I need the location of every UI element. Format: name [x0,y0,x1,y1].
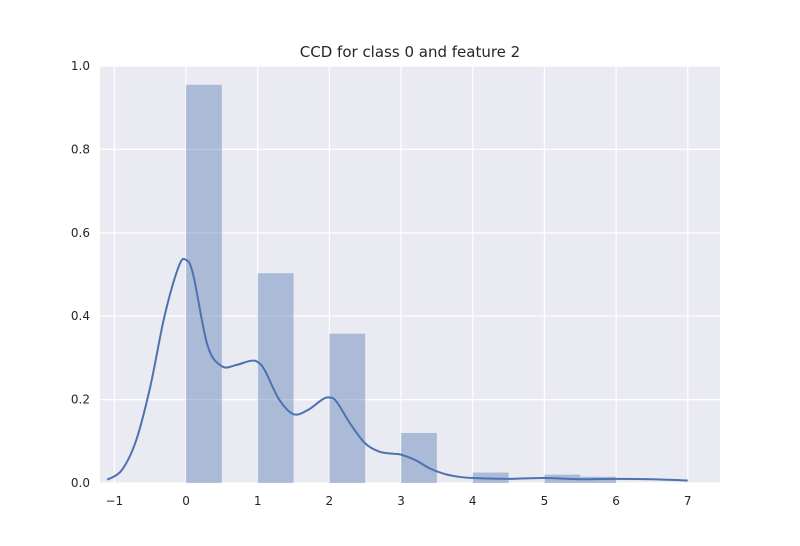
kde-line [106,257,688,482]
grid-lines [100,65,720,484]
x-tick-label: 7 [684,494,692,508]
x-tick-label: −1 [105,494,123,508]
y-tick-label: 1.0 [71,59,90,73]
x-tick-label: 0 [182,494,190,508]
y-tick-label: 0.2 [71,393,90,407]
y-axis-ticks: 0.0 0.2 0.4 0.6 0.8 1.0 [71,59,90,490]
histogram-bar [401,432,437,483]
x-tick-label: 3 [397,494,405,508]
x-tick-label: 1 [254,494,262,508]
x-tick-label: 5 [541,494,549,508]
histogram-bar [257,273,294,483]
histogram-bar [186,84,222,483]
y-tick-label: 0.6 [71,226,90,240]
x-axis-ticks: −1 0 1 2 3 4 5 6 7 [105,494,691,508]
y-tick-label: 0.4 [71,309,90,323]
y-tick-label: 0.8 [71,142,90,156]
x-tick-label: 4 [469,494,477,508]
histogram-bar [329,333,366,483]
x-tick-label: 6 [612,494,620,508]
y-tick-label: 0.0 [71,476,90,490]
chart-title: CCD for class 0 and feature 2 [300,43,520,61]
x-tick-label: 2 [326,494,334,508]
